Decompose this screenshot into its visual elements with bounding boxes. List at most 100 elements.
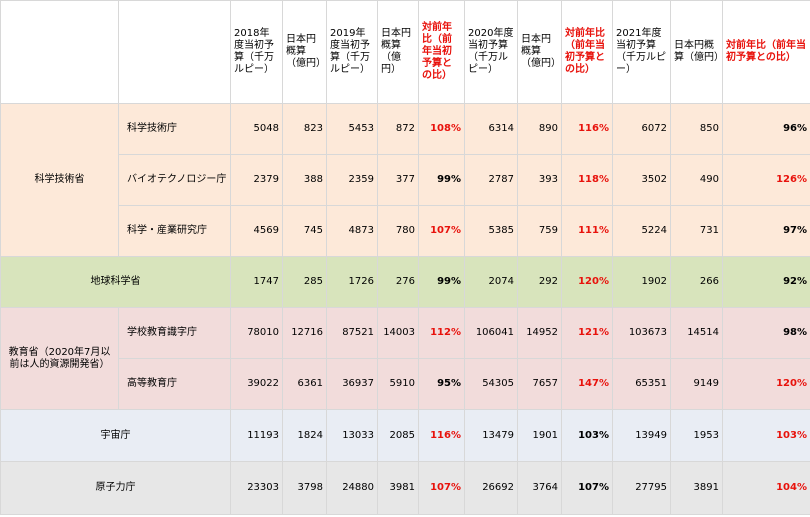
- value-cell: 266: [670, 256, 723, 308]
- value-cell: 5048: [230, 103, 283, 155]
- value-cell: 2787: [464, 154, 518, 206]
- value-cell: 490: [670, 154, 723, 206]
- value-cell: 6361: [282, 358, 327, 410]
- value-cell: 1747: [230, 256, 283, 308]
- header-budget-2020: 2020年度当初予算（千万ルピー）: [464, 0, 518, 104]
- ratio-cell: 95%: [418, 358, 465, 410]
- value-cell: 103673: [612, 307, 671, 359]
- ratio-cell: 112%: [418, 307, 465, 359]
- value-cell: 823: [282, 103, 327, 155]
- ratio-cell: 120%: [561, 256, 613, 308]
- table-row: 教育省（2020年7月以前は人的資源開発省） 学校教育識字庁 78010 127…: [0, 307, 810, 410]
- value-cell: 745: [282, 205, 327, 257]
- ratio-cell: 108%: [418, 103, 465, 155]
- ratio-cell: 107%: [418, 461, 465, 515]
- value-cell: 2359: [326, 154, 378, 206]
- table-row: バイオテクノロジー庁 2379 388 2359 377 99% 2787 39…: [1, 154, 810, 206]
- ratio-cell: 103%: [561, 409, 613, 462]
- value-cell: 377: [377, 154, 419, 206]
- ratio-cell: 99%: [418, 154, 465, 206]
- header-yen-2018: 日本円概算（億円）: [282, 0, 327, 104]
- header-ratio-2021: 対前年比（前年当初予算との比）: [722, 0, 810, 104]
- value-cell: 2379: [230, 154, 283, 206]
- header-yen-2020: 日本円概算（億円）: [517, 0, 562, 104]
- ratio-cell: 126%: [722, 154, 810, 206]
- header-ratio-2019: 対前年比（前年当初予算との比）: [418, 0, 465, 104]
- agency-cell: 科学・産業研究庁: [118, 205, 231, 257]
- table-row: 科学・産業研究庁 4569 745 4873 780 107% 5385 759…: [1, 205, 810, 257]
- value-cell: 11193: [230, 409, 283, 462]
- header-budget-2021: 2021年度当初予算（千万ルピー）: [612, 0, 671, 104]
- value-cell: 12716: [282, 307, 327, 359]
- value-cell: 36937: [326, 358, 378, 410]
- value-cell: 3502: [612, 154, 671, 206]
- agency-cell: 高等教育庁: [118, 358, 231, 410]
- table-row: 地球科学省 1747 285 1726 276 99% 2074 292 120…: [0, 256, 810, 308]
- value-cell: 14952: [517, 307, 562, 359]
- value-cell: 5385: [464, 205, 518, 257]
- value-cell: 276: [377, 256, 419, 308]
- ratio-cell: 107%: [561, 461, 613, 515]
- value-cell: 4569: [230, 205, 283, 257]
- agency-cell: 科学技術庁: [118, 103, 231, 155]
- value-cell: 106041: [464, 307, 518, 359]
- ministry-cell: 原子力庁: [0, 461, 231, 515]
- ratio-cell: 118%: [561, 154, 613, 206]
- ratio-cell: 121%: [561, 307, 613, 359]
- value-cell: 5910: [377, 358, 419, 410]
- ministry-cell: 教育省（2020年7月以前は人的資源開発省）: [0, 307, 119, 410]
- ministry-cell: 宇宙庁: [0, 409, 231, 462]
- value-cell: 13949: [612, 409, 671, 462]
- value-cell: 1902: [612, 256, 671, 308]
- header-row: 2018年度当初予算（千万ルピー） 日本円概算（億円） 2019年度当初予算（千…: [0, 0, 810, 104]
- value-cell: 1953: [670, 409, 723, 462]
- value-cell: 13479: [464, 409, 518, 462]
- table-row: 原子力庁 23303 3798 24880 3981 107% 26692 37…: [0, 461, 810, 515]
- value-cell: 2085: [377, 409, 419, 462]
- value-cell: 731: [670, 205, 723, 257]
- value-cell: 850: [670, 103, 723, 155]
- value-cell: 1726: [326, 256, 378, 308]
- ratio-cell: 116%: [418, 409, 465, 462]
- header-ratio-2020: 対前年比（前年当初予算との比）: [561, 0, 613, 104]
- value-cell: 3798: [282, 461, 327, 515]
- table-row: 宇宙庁 11193 1824 13033 2085 116% 13479 190…: [0, 409, 810, 462]
- table-row: 科学技術省 科学技術庁 5048 823 5453 872 108% 6314 …: [0, 103, 810, 257]
- header-blank: [0, 0, 119, 104]
- value-cell: 26692: [464, 461, 518, 515]
- ratio-cell: 99%: [418, 256, 465, 308]
- value-cell: 6072: [612, 103, 671, 155]
- header-budget-2019: 2019年度当初予算（千万ルピー）: [326, 0, 378, 104]
- ministry-cell: 科学技術省: [0, 103, 119, 257]
- value-cell: 1901: [517, 409, 562, 462]
- ratio-cell: 103%: [722, 409, 810, 462]
- value-cell: 9149: [670, 358, 723, 410]
- header-budget-2018: 2018年度当初予算（千万ルピー）: [230, 0, 283, 104]
- agency-cell: 学校教育識字庁: [118, 307, 231, 359]
- value-cell: 393: [517, 154, 562, 206]
- value-cell: 292: [517, 256, 562, 308]
- ratio-cell: 107%: [418, 205, 465, 257]
- value-cell: 78010: [230, 307, 283, 359]
- ratio-cell: 92%: [722, 256, 810, 308]
- ratio-cell: 116%: [561, 103, 613, 155]
- value-cell: 2074: [464, 256, 518, 308]
- header-blank: [118, 0, 231, 104]
- value-cell: 39022: [230, 358, 283, 410]
- value-cell: 388: [282, 154, 327, 206]
- ratio-cell: 120%: [722, 358, 810, 410]
- ratio-cell: 104%: [722, 461, 810, 515]
- value-cell: 24880: [326, 461, 378, 515]
- value-cell: 54305: [464, 358, 518, 410]
- value-cell: 759: [517, 205, 562, 257]
- ratio-cell: 96%: [722, 103, 810, 155]
- value-cell: 14003: [377, 307, 419, 359]
- ratio-cell: 98%: [722, 307, 810, 359]
- value-cell: 7657: [517, 358, 562, 410]
- value-cell: 3764: [517, 461, 562, 515]
- value-cell: 87521: [326, 307, 378, 359]
- value-cell: 14514: [670, 307, 723, 359]
- ratio-cell: 97%: [722, 205, 810, 257]
- value-cell: 13033: [326, 409, 378, 462]
